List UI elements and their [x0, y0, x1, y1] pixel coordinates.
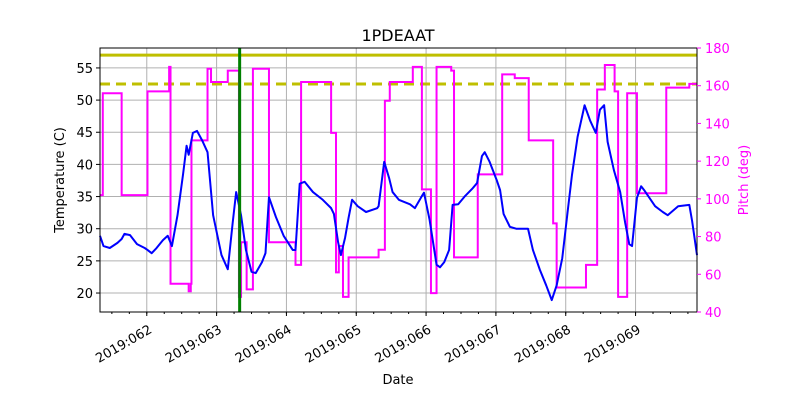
y2-tick-label: 180 [705, 42, 730, 57]
y-tick-label: 45 [76, 126, 93, 141]
x-tick-label: 2019:069 [582, 322, 643, 366]
y-tick-label: 35 [76, 191, 93, 206]
y-axis-label: Temperature (C) [53, 127, 68, 234]
plot-frame [99, 47, 698, 313]
x-tick-label: 2019:065 [303, 322, 364, 366]
y-tick-label: 25 [76, 255, 93, 270]
y2-axis-label: Pitch (deg) [737, 145, 752, 215]
y2-tick-label: 60 [705, 268, 722, 283]
x-tick-label: 2019:063 [163, 322, 224, 366]
x-tick-label: 2019:068 [512, 322, 573, 366]
pitch-series-line [100, 63, 697, 298]
y2-tick-label: 160 [705, 80, 730, 95]
y-tick-label: 55 [76, 62, 93, 77]
y2-tick-label: 120 [705, 155, 730, 170]
y-tick-label: 40 [76, 158, 93, 173]
x-axis-label: Date [382, 373, 413, 388]
x-tick-label: 2019:067 [442, 322, 503, 366]
y-tick-label: 30 [76, 223, 93, 238]
y2-tick-label: 140 [705, 117, 730, 132]
axes: 2019:062 2019:063 2019:064 2019:065 2019:066… [76, 42, 729, 367]
plot-area [99, 48, 698, 312]
x-tick-label: 2019:064 [233, 322, 294, 366]
y-tick-label: 20 [76, 287, 93, 302]
y-tick-label: 50 [76, 94, 93, 109]
y2-tick-label: 100 [705, 193, 730, 208]
x-tick-label: 2019:066 [373, 322, 434, 366]
grid [100, 48, 697, 312]
y2-tick-label: 80 [705, 231, 722, 246]
x-tick-label: 2019:062 [93, 322, 154, 366]
temperature-series-line [99, 104, 698, 302]
y2-tick-label: 40 [705, 306, 722, 321]
chart-title: 1PDEAAT [361, 26, 434, 45]
